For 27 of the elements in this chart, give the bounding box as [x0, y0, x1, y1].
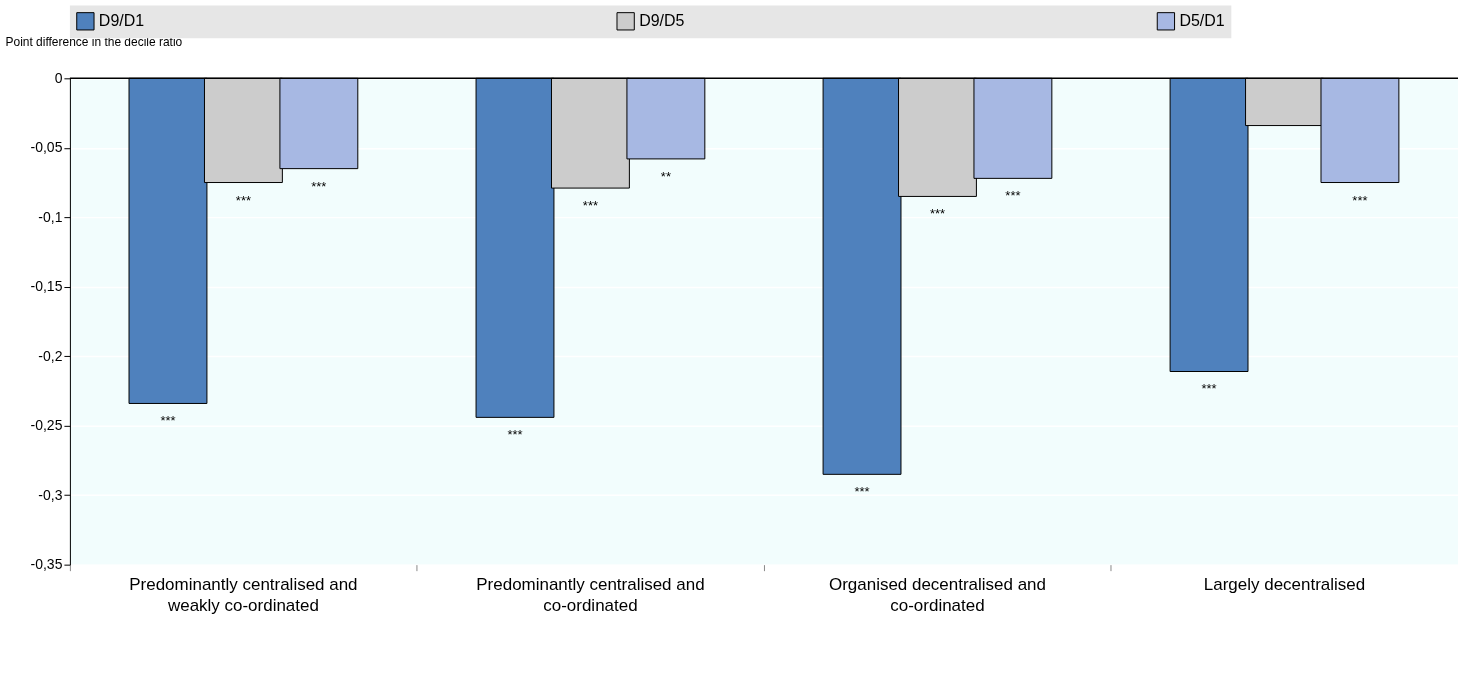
legend-label: D9/D1 [98, 12, 145, 30]
x-tick-label: Largely decentralised [1203, 574, 1366, 594]
data-label: *** [507, 427, 523, 443]
data-label: *** [582, 198, 599, 214]
data-label: *** [929, 206, 946, 222]
y-tick-label: -0,1 [38, 208, 63, 225]
legend-label: D5/D1 [1179, 12, 1225, 30]
y-axis-title: Point difference in the decile ratio [5, 34, 183, 49]
y-tick-label: -0,3 [38, 486, 63, 503]
y-tick-label: -0,05 [30, 139, 63, 156]
legend-label: D9/D5 [639, 12, 685, 30]
data-label: *** [1005, 188, 1021, 204]
data-label: *** [160, 413, 176, 429]
y-tick-label: -0,25 [30, 417, 63, 434]
y-tick-label: -0,35 [30, 556, 63, 573]
x-tick-label: Organised decentralised and co-ordinated [828, 574, 1046, 615]
y-tick-label: -0,2 [38, 347, 63, 364]
data-label: *** [854, 484, 870, 500]
y-tick-label: 0 [54, 69, 63, 86]
data-label: *** [311, 178, 327, 194]
y-tick-label: -0,15 [30, 278, 63, 295]
data-label: *** [235, 192, 251, 208]
x-tick-label: Predominantly centralised and co-ordinated [476, 574, 705, 615]
data-label: ** [660, 168, 671, 184]
data-label: *** [1352, 192, 1368, 208]
data-label: *** [1201, 381, 1217, 397]
x-tick-label: Predominantly centralised and weakly co-ordinated [129, 574, 358, 615]
